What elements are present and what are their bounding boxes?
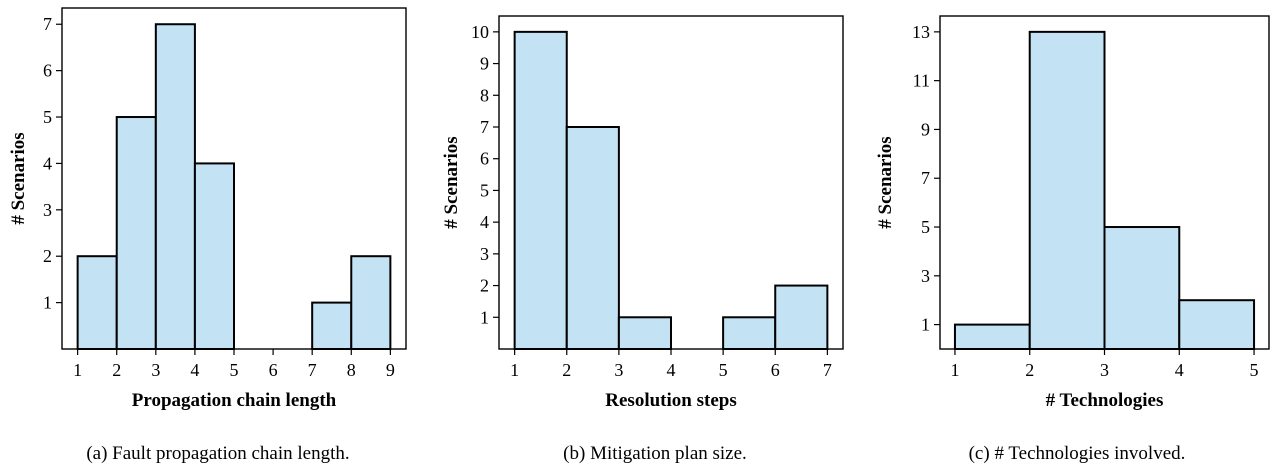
x-tick-label: 1 xyxy=(510,360,519,380)
x-axis-title: Resolution steps xyxy=(605,390,736,411)
y-axis-title: # Scenarios xyxy=(8,132,29,224)
bar xyxy=(513,30,568,350)
bar xyxy=(193,162,235,350)
chart-1: 1 2 3 4 5 6 7 1 2 3 4 5 6 7 8 9 10 Resolution steps # Scen… xyxy=(441,15,844,464)
y-tick-label: 9 xyxy=(921,119,930,139)
x-tick-label: 5 xyxy=(230,360,239,380)
bar xyxy=(1178,299,1256,351)
bar xyxy=(154,23,196,350)
x-axis-title: # Technologies xyxy=(1046,390,1164,411)
x-tick-label: 5 xyxy=(719,360,728,380)
x-tick-label: 9 xyxy=(386,360,395,380)
x-tick-label: 4 xyxy=(190,360,199,380)
x-tick-label: 4 xyxy=(1175,360,1184,380)
x-tick-label: 3 xyxy=(151,360,160,380)
bar xyxy=(115,116,157,351)
y-tick-label: 11 xyxy=(913,71,930,91)
y-tick-label: 3 xyxy=(43,200,52,220)
x-tick-label: 7 xyxy=(308,360,317,380)
y-tick-label: 4 xyxy=(43,153,52,173)
x-tick-label: 6 xyxy=(269,360,278,380)
x-tick-label: 1 xyxy=(950,360,959,380)
y-axis-title: # Scenarios xyxy=(875,136,896,228)
x-tick-label: 3 xyxy=(614,360,623,380)
x-tick-label: 4 xyxy=(667,360,676,380)
bar xyxy=(1103,226,1181,350)
bar xyxy=(565,126,620,350)
bar xyxy=(722,316,777,350)
x-tick-label: 1 xyxy=(73,360,82,380)
y-tick-label: 5 xyxy=(921,217,930,237)
y-tick-label: 8 xyxy=(480,85,489,105)
y-tick-label: 13 xyxy=(912,22,930,42)
x-tick-label: 5 xyxy=(1250,360,1259,380)
y-tick-label: 7 xyxy=(43,14,52,34)
y-tick-label: 10 xyxy=(471,22,489,42)
x-tick-label: 2 xyxy=(562,360,571,380)
x-tick-label: 8 xyxy=(347,360,356,380)
y-axis-title: # Scenarios xyxy=(441,136,462,228)
y-tick-label: 9 xyxy=(480,54,489,74)
bar xyxy=(76,255,118,350)
bar xyxy=(1028,30,1106,350)
bar xyxy=(617,316,672,350)
bar xyxy=(774,284,829,351)
y-tick-label: 6 xyxy=(480,149,489,169)
chart-0: 1 2 3 4 5 6 7 8 9 1 2 3 4 5 6 7 Propagation chain length… xyxy=(8,7,407,464)
subfigure-caption: (a) Fault propagation chain length. xyxy=(86,443,349,464)
x-tick-label: 2 xyxy=(112,360,121,380)
subfigure-caption: (b) Mitigation plan size. xyxy=(563,443,747,464)
y-tick-label: 2 xyxy=(43,246,52,266)
y-tick-label: 3 xyxy=(480,244,489,264)
y-tick-label: 7 xyxy=(480,117,489,137)
bar xyxy=(350,255,392,350)
subfigure-caption: (c) # Technologies involved. xyxy=(969,443,1186,464)
x-tick-label: 3 xyxy=(1100,360,1109,380)
y-tick-label: 7 xyxy=(921,168,930,188)
y-tick-label: 5 xyxy=(480,180,489,200)
x-tick-label: 7 xyxy=(823,360,832,380)
y-tick-label: 1 xyxy=(480,307,489,327)
y-tick-label: 2 xyxy=(480,276,489,296)
y-tick-label: 6 xyxy=(43,61,52,81)
y-tick-label: 4 xyxy=(480,212,489,232)
x-axis-title: Propagation chain length xyxy=(132,390,337,411)
y-tick-label: 5 xyxy=(43,107,52,127)
y-tick-label: 1 xyxy=(43,293,52,313)
y-tick-label: 3 xyxy=(921,266,930,286)
x-tick-label: 2 xyxy=(1025,360,1034,380)
y-tick-label: 1 xyxy=(921,315,930,335)
x-tick-label: 6 xyxy=(771,360,780,380)
bar xyxy=(953,323,1031,351)
bar xyxy=(311,301,353,350)
